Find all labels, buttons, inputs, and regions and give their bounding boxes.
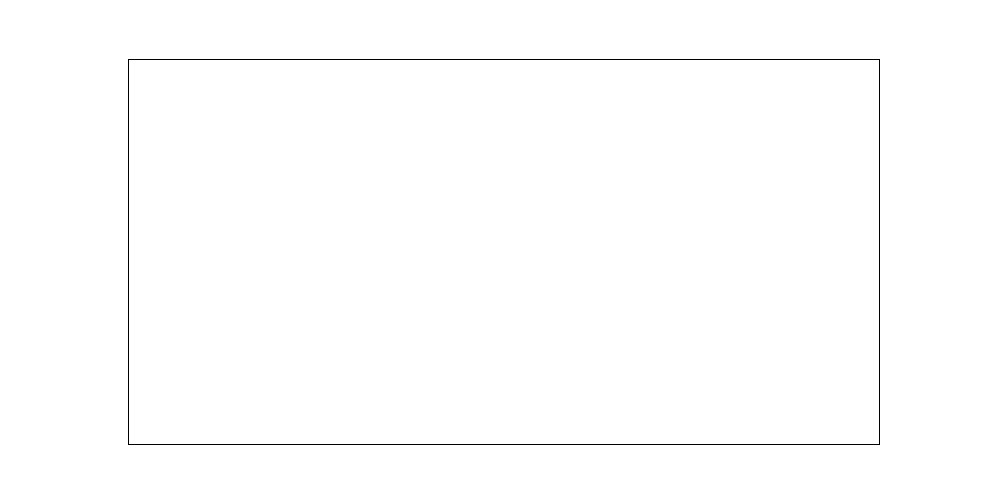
word-cloud-frame [128,59,880,445]
word-cloud [129,60,879,444]
